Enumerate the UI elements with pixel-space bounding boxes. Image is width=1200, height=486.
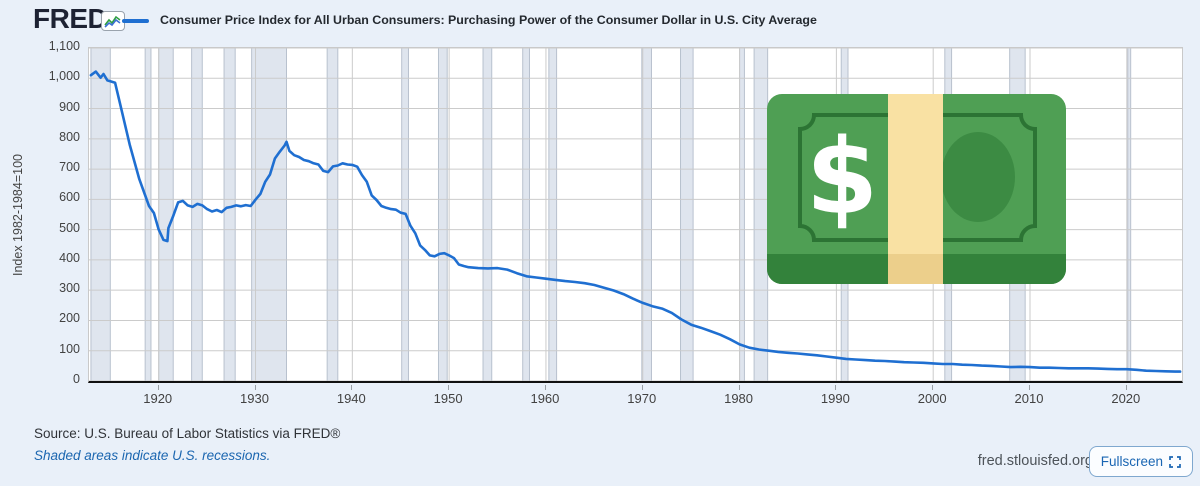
fullscreen-icon xyxy=(1169,455,1181,468)
y-tick-label: 400 xyxy=(59,250,80,265)
x-tick-mark xyxy=(157,385,159,390)
x-tick-mark xyxy=(544,385,546,390)
x-tick-mark xyxy=(641,385,643,390)
y-tick-label: 800 xyxy=(59,129,80,144)
recession-band xyxy=(326,48,339,381)
x-tick-label: 1970 xyxy=(627,391,657,406)
recession-band xyxy=(522,48,530,381)
x-tick-label: 2020 xyxy=(1111,391,1141,406)
recession-band xyxy=(548,48,558,381)
x-tick-label: 1990 xyxy=(820,391,850,406)
x-tick-label: 1920 xyxy=(143,391,173,406)
x-tick-label: 2010 xyxy=(1014,391,1044,406)
chart-canvas xyxy=(89,48,1182,381)
x-tick-label: 1980 xyxy=(724,391,754,406)
data-line xyxy=(89,70,1182,373)
recession-band xyxy=(144,48,152,381)
recession-band xyxy=(90,48,111,381)
banknote-inner-frame xyxy=(798,113,1037,242)
recession-band xyxy=(739,48,745,381)
recession-band xyxy=(641,48,652,381)
recession-band xyxy=(158,48,174,381)
legend-line-swatch xyxy=(122,19,149,23)
y-tick-label: 0 xyxy=(73,372,80,386)
x-tick-label: 1960 xyxy=(530,391,560,406)
y-tick-label: 700 xyxy=(59,160,80,175)
recession-band xyxy=(482,48,493,381)
money-strap-bottom xyxy=(888,254,943,284)
recession-band xyxy=(1127,48,1132,381)
x-tick-mark xyxy=(351,385,353,390)
y-tick-label: 500 xyxy=(59,220,80,235)
y-tick-label: 200 xyxy=(59,311,80,326)
x-tick-mark xyxy=(1029,385,1030,390)
dollar-banknote-emoji: $ xyxy=(767,94,1066,284)
recession-note: Shaded areas indicate U.S. recessions. xyxy=(34,448,271,463)
x-tick-mark xyxy=(932,385,934,390)
y-tick-label: 300 xyxy=(59,281,80,296)
fred-site-link[interactable]: fred.stlouisfed.org xyxy=(977,453,1093,469)
source-text: Source: U.S. Bureau of Labor Statistics … xyxy=(34,426,341,441)
x-tick-label: 1930 xyxy=(240,391,269,406)
dollar-sign-glyph: $ xyxy=(806,116,878,238)
y-tick-label: 100 xyxy=(59,341,80,356)
y-tick-label: 1,000 xyxy=(48,69,80,84)
recession-band xyxy=(753,48,769,381)
recession-band xyxy=(680,48,694,381)
fullscreen-button-label: Fullscreen xyxy=(1100,454,1163,469)
x-tick-mark xyxy=(835,385,837,390)
money-strap xyxy=(888,94,943,254)
x-tick-mark xyxy=(254,385,256,390)
x-tick-label: 1950 xyxy=(433,391,463,406)
banknote-portrait-circle xyxy=(941,132,1015,222)
x-tick-mark xyxy=(448,385,450,390)
y-axis-title: Index 1982-1984=100 xyxy=(11,154,25,276)
fullscreen-button[interactable]: Fullscreen xyxy=(1088,446,1193,477)
series-title[interactable]: Consumer Price Index for All Urban Consu… xyxy=(160,13,817,27)
recession-band xyxy=(191,48,203,381)
y-tick-label: 900 xyxy=(59,99,80,114)
recession-band xyxy=(251,48,287,381)
recession-band xyxy=(223,48,236,381)
y-tick-label: 600 xyxy=(59,190,80,205)
x-tick-mark xyxy=(738,385,740,390)
x-tick-mark xyxy=(1125,385,1127,390)
y-tick-label: 1,100 xyxy=(48,39,80,53)
x-tick-label: 1940 xyxy=(336,391,366,406)
x-tick-label: 2000 xyxy=(917,391,947,406)
recession-band xyxy=(437,48,448,381)
